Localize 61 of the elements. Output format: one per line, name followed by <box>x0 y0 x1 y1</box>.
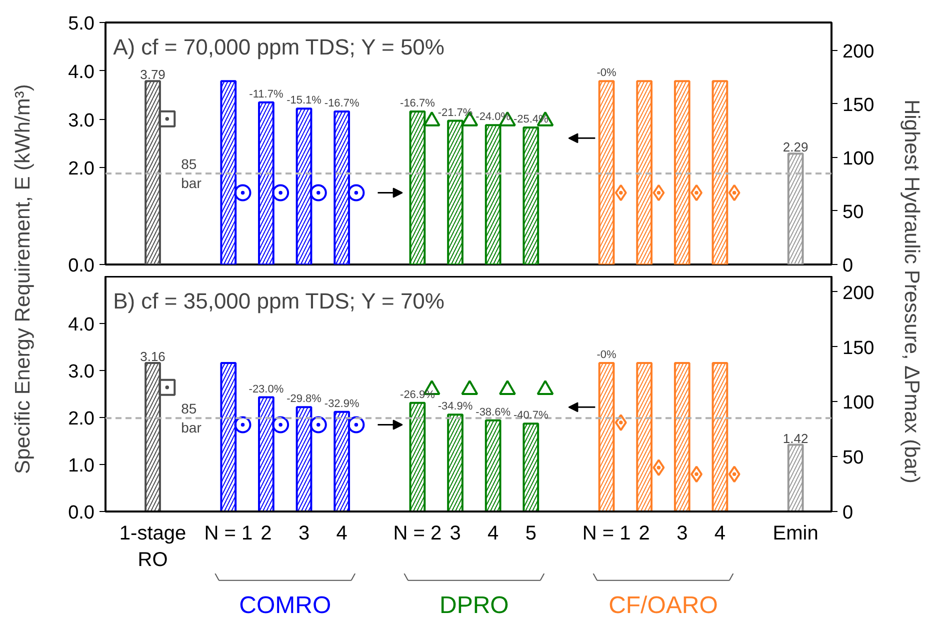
y-tick-label: 0.0 <box>68 256 95 276</box>
x-tick-label: 2 <box>260 522 272 544</box>
y2-tick-label: 200 <box>842 41 874 62</box>
text: DPRO <box>440 592 509 619</box>
y-axis-title: Specific Energy Requirement, E (kWh/m³) <box>12 84 34 474</box>
y-tick-label: 2.0 <box>68 158 95 180</box>
annotation: -32.9% <box>324 398 360 410</box>
data-label: 1.42 <box>782 430 808 446</box>
y2-tick-label: 0 <box>842 256 854 276</box>
ref-line-label: 85 bar <box>181 400 202 436</box>
annotation: -23.0% <box>248 383 284 396</box>
y-tick-label: 3.0 <box>68 110 95 132</box>
annotation: -16.7% <box>400 98 436 110</box>
y2-tick-label: 100 <box>842 148 874 170</box>
y2-axis-title: Highest Hydraulic Pressure, ΔPmax (bar) <box>900 99 923 484</box>
x-tick-label: N = 1 <box>204 522 253 544</box>
annotation: -21.7% <box>438 106 473 119</box>
annotation: -11.7% <box>249 88 284 100</box>
annotation: -26.9% <box>400 388 436 401</box>
y2-tick-label: 150 <box>842 94 874 116</box>
y-tick-label: 4.0 <box>68 62 95 83</box>
y2-tick-label: 50 <box>842 448 864 469</box>
annotation: -29.8% <box>286 393 322 406</box>
x-tick-label: 3 <box>298 522 310 544</box>
y2-tick-label: 50 <box>842 202 864 223</box>
x-tick-label: 3 <box>450 522 461 544</box>
x-tick-label: 4 <box>714 522 726 544</box>
x-tick-label: Emin <box>772 522 818 544</box>
y-tick-label: 3.0 <box>68 362 95 382</box>
x-tick-label: N = 1 <box>582 522 631 544</box>
text: A) cf = 70,000 ppm TDS; Y = 50% <box>113 34 444 60</box>
y-tick-label: 2.0 <box>68 408 95 430</box>
annotation: -15.1% <box>286 94 322 107</box>
text: COMRO <box>239 592 332 619</box>
annotation: -40.7% <box>513 410 549 422</box>
data-label: 2.29 <box>782 140 808 155</box>
y2-tick-label: 200 <box>842 282 874 304</box>
y-tick-label: 0.0 <box>68 502 95 524</box>
x-tick-label: 2 <box>638 522 650 544</box>
x-tick-label: 4 <box>336 522 348 544</box>
text: B) cf = 35,000 ppm TDS; Y = 70% <box>113 288 444 314</box>
annotation: -0% <box>596 67 617 80</box>
y-tick-label: 5.0 <box>68 14 95 34</box>
y-tick-label: 1.0 <box>68 456 95 476</box>
y2-tick-label: 100 <box>842 392 874 414</box>
annotation: -34.9% <box>438 400 473 413</box>
text: CF/OARO <box>608 592 718 619</box>
x-tick-label: 5 <box>525 522 536 544</box>
annotation: -38.6% <box>476 406 511 418</box>
y2-tick-label: 150 <box>842 338 874 359</box>
data-label: 3.79 <box>140 67 166 82</box>
ref-line-label: 85 bar <box>181 156 202 192</box>
annotation: -0% <box>596 348 617 361</box>
x-tick-label: 3 <box>676 522 688 544</box>
x-tick-label: 1-stage RO <box>119 522 186 571</box>
x-tick-label: N = 2 <box>393 522 442 544</box>
y-tick-label: 4.0 <box>68 314 95 336</box>
y2-tick-label: 0 <box>842 502 854 524</box>
x-tick-label: 4 <box>488 522 499 544</box>
annotation: -16.7% <box>324 98 360 110</box>
data-label: 3.16 <box>140 348 166 364</box>
